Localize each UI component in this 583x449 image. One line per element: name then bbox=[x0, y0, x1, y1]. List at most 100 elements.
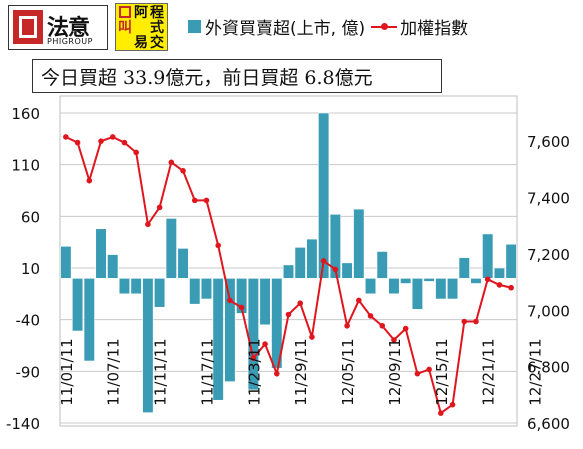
index-point bbox=[438, 410, 444, 416]
legend-line-label: 加權指數 bbox=[400, 18, 469, 39]
bar bbox=[423, 278, 435, 282]
index-point bbox=[309, 334, 315, 340]
index-point bbox=[203, 197, 210, 204]
right-tick-label: 6,800 bbox=[527, 359, 570, 377]
chart-legend: 外資買賣超(上市, 億) 加權指數 bbox=[188, 14, 469, 39]
index-point bbox=[250, 355, 257, 361]
bar bbox=[154, 278, 166, 308]
left-tick-label: -40 bbox=[16, 312, 41, 330]
bar bbox=[458, 257, 470, 279]
bar bbox=[388, 278, 400, 295]
x-tick-label: 11/07/11 bbox=[105, 338, 123, 405]
index-point bbox=[414, 370, 421, 377]
bar bbox=[224, 278, 236, 382]
bar bbox=[83, 278, 95, 362]
index-point bbox=[426, 366, 432, 373]
legend-bar-label: 外資買賣超(上市, 億) bbox=[205, 18, 366, 39]
bar bbox=[446, 278, 459, 300]
bar bbox=[95, 228, 107, 279]
index-point bbox=[133, 149, 139, 156]
logo2-char: 叫 bbox=[118, 20, 132, 36]
logo2-char: 式 bbox=[150, 20, 164, 36]
x-tick-label: 11/11/11 bbox=[152, 338, 170, 405]
legend-line-swatch bbox=[371, 20, 398, 33]
index-point bbox=[98, 138, 104, 144]
seal-mini-icon bbox=[119, 6, 131, 18]
index-point bbox=[473, 318, 479, 325]
summary-banner: 今日買超 33.9億元，前日買超 6.8億元 bbox=[32, 59, 442, 93]
index-point bbox=[367, 313, 374, 319]
left-tick-label: 60 bbox=[21, 208, 40, 226]
right-tick-label: 7,600 bbox=[527, 133, 570, 151]
right-tick-label: 7,200 bbox=[527, 246, 570, 264]
index-point bbox=[121, 139, 128, 146]
bar bbox=[189, 278, 201, 305]
left-tick-label: 160 bbox=[11, 105, 40, 123]
index-point bbox=[180, 167, 186, 174]
index-point bbox=[484, 276, 491, 283]
index-point bbox=[391, 337, 397, 343]
index-point bbox=[109, 134, 116, 140]
bar bbox=[318, 112, 330, 279]
left-tick-label: -90 bbox=[16, 363, 41, 381]
bar bbox=[236, 278, 248, 314]
bar bbox=[505, 243, 517, 279]
logo2-char: 易 bbox=[134, 35, 148, 51]
bar bbox=[177, 248, 189, 279]
bar bbox=[376, 251, 388, 279]
bar bbox=[470, 278, 482, 284]
index-point bbox=[215, 242, 221, 249]
bar bbox=[341, 262, 353, 279]
x-tick-label: 12/27/11 bbox=[527, 338, 545, 405]
logo2-char: 交 bbox=[150, 35, 164, 51]
phigroup-logo: 法意 PHIGROUP bbox=[8, 5, 108, 50]
index-point bbox=[344, 322, 350, 329]
left-tick-label: 10 bbox=[21, 260, 40, 278]
logo2-char: 程 bbox=[150, 5, 164, 21]
bar bbox=[400, 278, 412, 284]
right-tick-label: 6,600 bbox=[527, 415, 570, 433]
index-point bbox=[461, 318, 468, 325]
bar bbox=[165, 218, 177, 279]
index-point bbox=[227, 297, 233, 304]
x-tick-label: 12/15/11 bbox=[433, 338, 451, 405]
bar bbox=[60, 246, 72, 279]
x-tick-label: 12/09/11 bbox=[386, 338, 404, 405]
index-point bbox=[156, 204, 163, 211]
seal-icon bbox=[13, 10, 43, 44]
bar bbox=[107, 254, 119, 279]
bar bbox=[118, 278, 131, 295]
index-point bbox=[273, 370, 280, 377]
bar bbox=[72, 278, 84, 332]
logo-subtext: PHIGROUP bbox=[47, 37, 93, 46]
bar bbox=[329, 213, 341, 279]
bar bbox=[435, 278, 447, 300]
logo2-char: 阿 bbox=[134, 5, 148, 21]
bar bbox=[364, 278, 377, 295]
index-point bbox=[320, 258, 327, 264]
index-point bbox=[297, 300, 304, 307]
x-tick-label: 11/29/11 bbox=[292, 338, 310, 405]
bar bbox=[482, 233, 494, 279]
bar bbox=[294, 247, 306, 279]
index-point bbox=[402, 325, 409, 332]
index-point bbox=[496, 282, 503, 288]
bar bbox=[282, 264, 295, 279]
index-point bbox=[285, 311, 292, 318]
index-point bbox=[356, 297, 362, 304]
logo-text: 法意 bbox=[47, 16, 90, 41]
index-point bbox=[508, 284, 514, 291]
bar bbox=[200, 278, 213, 300]
bar bbox=[212, 278, 224, 401]
bar bbox=[411, 278, 423, 310]
x-tick-label: 11/17/11 bbox=[198, 338, 216, 405]
index-point bbox=[238, 304, 245, 311]
bar bbox=[271, 278, 283, 369]
right-tick-label: 7,400 bbox=[527, 190, 570, 208]
x-tick-label: 11/01/11 bbox=[58, 338, 76, 405]
x-tick-label: 12/21/11 bbox=[480, 338, 498, 405]
plot-area bbox=[59, 95, 518, 427]
legend-bar-swatch bbox=[188, 19, 201, 33]
index-point bbox=[86, 177, 93, 184]
